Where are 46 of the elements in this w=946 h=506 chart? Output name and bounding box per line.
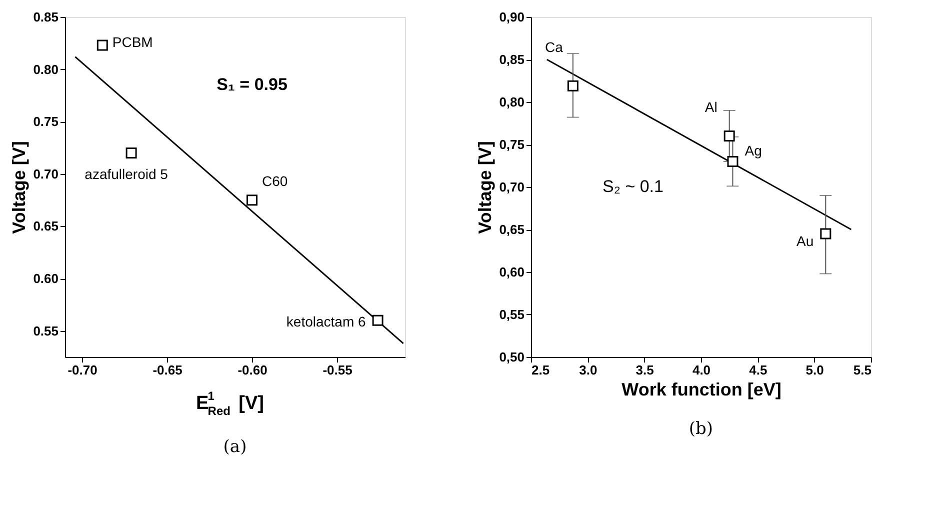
y-tick-label: 0,60	[499, 264, 524, 280]
point	[372, 314, 384, 326]
y-tick-label: 0,90	[499, 10, 524, 24]
x-tick-label: 4.0	[692, 362, 711, 378]
y-axis-title: Voltage [V]	[9, 141, 30, 234]
y-tick-label: 0.60	[33, 271, 58, 286]
x-tick-label: -0.70	[68, 362, 98, 378]
y-tick-label: 0,50	[499, 350, 524, 364]
y-tick-label: 0,75	[499, 137, 524, 152]
annotation: PCBM	[112, 34, 153, 50]
annotation: azafulleroid 5	[84, 166, 168, 182]
annotation: C60	[262, 173, 288, 190]
y-tick-label: 0,70	[499, 180, 524, 194]
annotation: Al	[704, 99, 718, 115]
y-tick-label: 0.70	[33, 166, 58, 182]
x-axis-title: Work function [eV]	[622, 380, 782, 400]
annotation: S₂ ~ 0.1	[602, 177, 664, 196]
x-tick-label: -0.65	[152, 362, 182, 378]
x-tick-label: 5.0	[806, 362, 824, 378]
y-tick-label: 0,85	[499, 52, 524, 67]
y-tick-label: 0.65	[33, 218, 58, 234]
annotation: S₁ = 0.95	[216, 75, 288, 94]
y-tick-label: 0.85	[33, 10, 58, 24]
x-tick-label: 5.5	[853, 362, 872, 378]
point	[126, 148, 137, 158]
y-tick-label: 0.80	[33, 62, 58, 77]
annotation: Ag	[744, 142, 762, 158]
point	[246, 194, 258, 206]
x-tick-label: -0.60	[238, 362, 268, 378]
y-tick-label: 0,80	[499, 94, 524, 110]
annotation: ketolactam 6	[286, 313, 366, 330]
x-tick-label: 2.5	[532, 362, 550, 378]
point	[96, 40, 108, 51]
x-tick-label: 4.5	[749, 362, 768, 378]
y-tick-label: 0.75	[33, 114, 58, 130]
annotation: Ca	[545, 38, 564, 55]
y-tick-label: 0,55	[499, 307, 524, 322]
x-tick-label: 3.0	[579, 362, 598, 378]
y-tick-label: 0,65	[499, 222, 524, 237]
y-axis-title: Voltage [V]	[475, 141, 496, 234]
text: (a)	[223, 437, 247, 457]
x-tick-label: 3.5	[636, 362, 654, 378]
annotation: Au	[796, 232, 814, 249]
text: (b)	[688, 419, 714, 439]
y-tick-label: 0.55	[33, 323, 58, 338]
x-tick-label: -0.55	[322, 362, 352, 378]
